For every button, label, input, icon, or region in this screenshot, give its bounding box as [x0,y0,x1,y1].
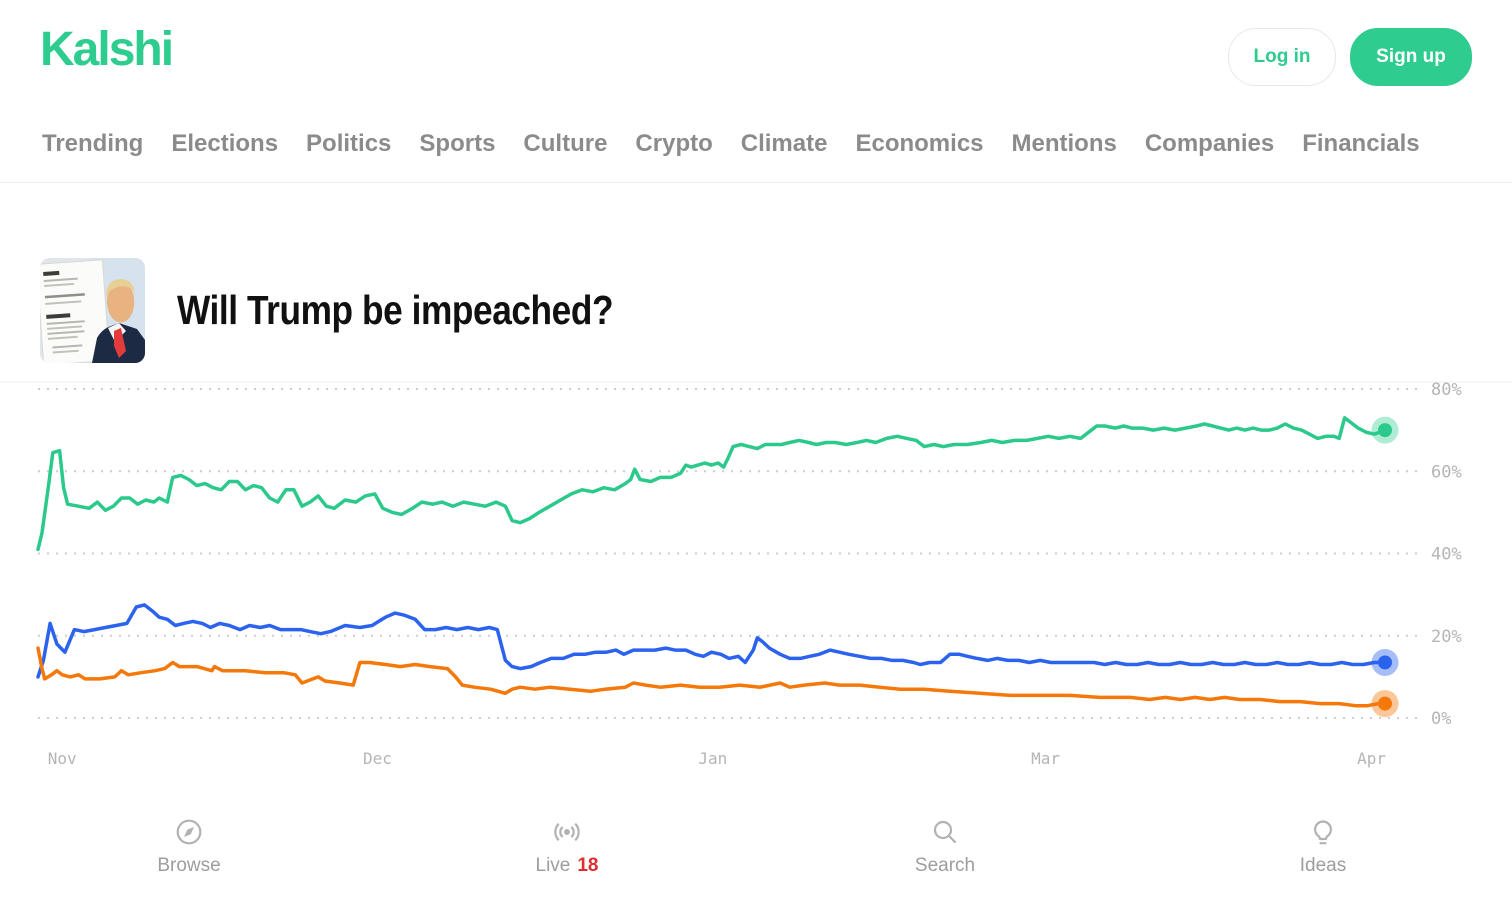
nav-item-companies[interactable]: Companies [1144,130,1275,157]
signup-button[interactable]: Sign up [1350,28,1472,86]
nav-item-culture[interactable]: Culture [523,130,608,157]
login-button[interactable]: Log in [1228,28,1336,86]
nav-item-financials[interactable]: Financials [1302,130,1420,157]
endpoint-dot-low-orange [1378,696,1392,711]
endpoint-dot-mid-blue [1378,655,1392,670]
chart-month-axis: Nov Dec Jan Mar Apr [0,749,1512,773]
search-icon [933,820,957,844]
bottom-nav-live-label: Live [535,855,571,876]
month-label-dec: Dec [362,749,392,768]
bottom-nav-ideas-label: Ideas [1299,855,1347,876]
bottom-nav-browse[interactable]: Browse [0,800,378,901]
series-line-mid-blue [36,603,1387,679]
bottom-nav: Browse Live 18 Search [0,800,1512,901]
nav-item-elections[interactable]: Elections [171,130,279,157]
y-tick-label: 40% [1431,545,1462,565]
bottom-nav-live[interactable]: Live 18 [378,800,756,901]
y-tick-label: 80% [1431,380,1462,400]
compass-icon [176,819,202,845]
endpoint-dot-yes-green [1378,423,1392,438]
broadcast-icon [554,823,580,841]
kalshi-logo[interactable]: Kalshi [40,23,174,76]
bottom-nav-search-label: Search [914,855,976,876]
month-label-jan: Jan [698,749,728,768]
y-tick-label: 60% [1431,462,1462,482]
lightbulb-icon [1314,820,1332,845]
bottom-nav-browse-label: Browse [157,855,221,876]
nav-divider [0,182,1512,183]
price-chart: 80% 60% 40% 20% 0% [0,380,1512,729]
month-label-mar: Mar [1031,749,1060,768]
y-tick-label: 20% [1431,627,1462,647]
nav-item-sports[interactable]: Sports [419,130,496,157]
market-thumbnail [40,258,145,363]
market-title: Will Trump be impeached? [177,287,614,333]
month-label-nov: Nov [47,749,77,768]
nav-item-mentions[interactable]: Mentions [1011,130,1117,157]
nav-item-trending[interactable]: Trending [42,130,144,157]
nav-item-economics[interactable]: Economics [855,130,984,157]
series-line-low-orange [36,646,1387,708]
nav-item-politics[interactable]: Politics [306,130,392,157]
bottom-nav-ideas[interactable]: Ideas [1134,800,1512,901]
nav-item-climate[interactable]: Climate [740,130,828,157]
live-count-badge: 18 [577,855,599,876]
y-tick-label: 0% [1431,709,1451,729]
series-line-yes-green [36,416,1387,552]
category-nav: Trending Elections Politics Sports Cultu… [42,130,1420,158]
nav-item-crypto[interactable]: Crypto [635,130,713,157]
month-label-apr: Apr [1357,749,1386,768]
bottom-nav-search[interactable]: Search [756,800,1134,901]
trump-impeachment-image [40,258,145,363]
